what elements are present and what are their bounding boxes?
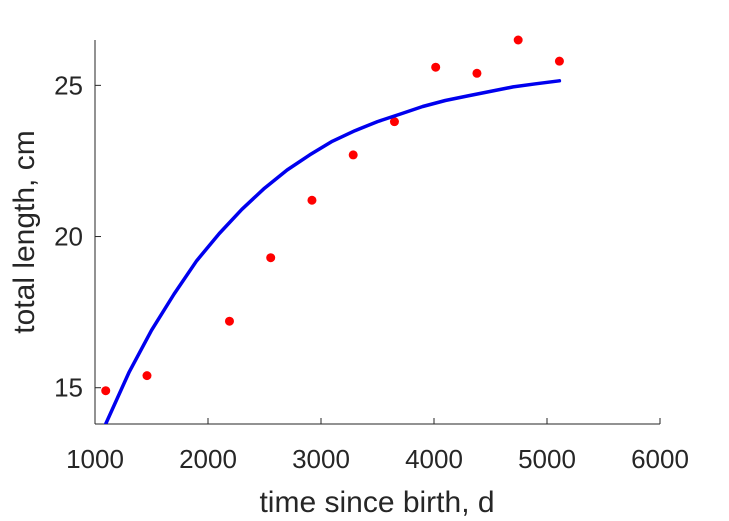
- plot-area: [101, 35, 564, 424]
- data-point: [307, 195, 317, 205]
- data-point: [224, 316, 234, 326]
- tick-labels: 1000 2000 3000 4000 5000 6000 15 20 25: [54, 70, 689, 474]
- y-tick-label: 20: [54, 222, 83, 252]
- y-axis-label: total length, cm: [8, 130, 41, 333]
- x-tick-label: 6000: [631, 444, 689, 474]
- x-tick-label: 3000: [292, 444, 350, 474]
- x-tick-label: 4000: [405, 444, 463, 474]
- fit-curve-line: [103, 79, 562, 424]
- data-point: [266, 253, 276, 263]
- x-tick-label: 5000: [518, 444, 576, 474]
- data-point: [142, 371, 152, 381]
- x-tick-label: 1000: [66, 444, 124, 474]
- axes: [94, 40, 661, 425]
- data-point: [513, 35, 523, 45]
- data-point: [101, 386, 111, 396]
- data-point: [389, 117, 399, 127]
- y-tick-label: 15: [54, 373, 83, 403]
- data-point: [554, 56, 564, 66]
- data-point: [348, 150, 358, 160]
- x-axis-label: time since birth, d: [259, 486, 494, 519]
- y-tick-label: 25: [54, 70, 83, 100]
- data-point: [431, 62, 441, 72]
- data-point: [472, 68, 482, 78]
- x-tick-label: 2000: [179, 444, 237, 474]
